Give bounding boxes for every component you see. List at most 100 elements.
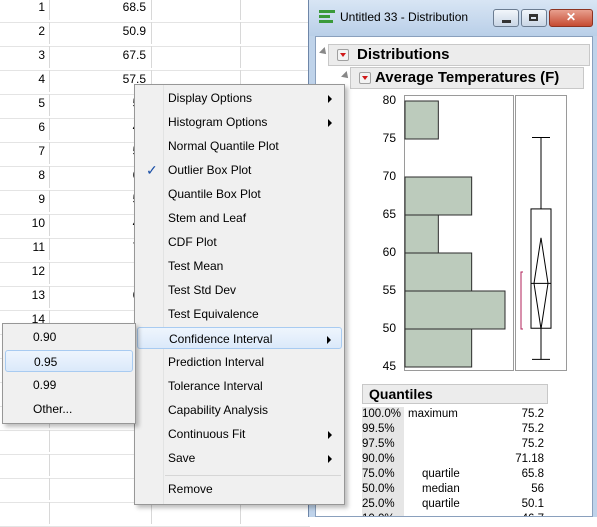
quantile-value: 75.2	[521, 438, 544, 450]
row-number	[0, 430, 50, 452]
menu-item-remove[interactable]: Remove	[137, 478, 342, 500]
quantile-label: maximum	[408, 408, 458, 420]
menu-item-label: Stem and Leaf	[168, 211, 247, 225]
submenu-item-0-90[interactable]: 0.90	[5, 326, 133, 348]
box-plot[interactable]	[515, 95, 567, 371]
quantile-row: 100.0% maximum 75.2	[362, 407, 592, 422]
empty-cell[interactable]	[152, 46, 241, 68]
y-tick-label: 50	[382, 321, 396, 335]
quantile-row: 75.0% quartile 65.8	[362, 467, 592, 482]
menu-separator	[165, 475, 341, 476]
menu-item-save[interactable]: Save	[137, 447, 342, 469]
quantile-percent: 100.0%	[362, 407, 404, 422]
submenu-arrow-icon	[327, 336, 331, 344]
y-tick-label: 80	[382, 93, 396, 107]
menu-item-test-mean[interactable]: Test Mean	[137, 255, 342, 277]
row-number: 1	[0, 0, 50, 20]
menu-item-label: Prediction Interval	[168, 355, 265, 369]
menu-item-test-std-dev[interactable]: Test Std Dev	[137, 279, 342, 301]
empty-cell[interactable]	[50, 502, 152, 524]
window-titlebar[interactable]: Untitled 33 - Distribution ✕	[309, 0, 597, 36]
temperature-cell[interactable]: 67.5	[50, 46, 152, 68]
quantile-row: 50.0% median 56	[362, 482, 592, 497]
quantile-percent: 99.5%	[362, 422, 404, 437]
menu-item-stem-and-leaf[interactable]: Stem and Leaf	[137, 207, 342, 229]
menu-item-label: Display Options	[168, 91, 253, 105]
submenu-item-other[interactable]: Other...	[5, 398, 133, 420]
row-number: 7	[0, 142, 50, 164]
y-tick-label: 55	[382, 283, 396, 297]
quantile-percent: 97.5%	[362, 437, 404, 452]
row-number: 12	[0, 262, 50, 284]
y-tick-label: 65	[382, 207, 396, 221]
quantile-row: 99.5% 75.2	[362, 422, 592, 437]
red-triangle-menu-icon[interactable]	[359, 72, 371, 84]
menu-item-histogram-options[interactable]: Histogram Options	[137, 111, 342, 133]
empty-cell[interactable]	[152, 22, 241, 44]
menu-item-label: Remove	[168, 482, 213, 496]
menu-item-test-equivalence[interactable]: Test Equivalence	[137, 303, 342, 325]
confidence-interval-submenu: 0.90 0.95 0.99 Other...	[2, 323, 136, 424]
quantiles-table: 100.0% maximum 75.2 99.5% 75.2 97.5% 75.2 90.0%…	[362, 407, 592, 516]
close-icon[interactable]: ✕	[549, 9, 593, 27]
temperature-cell[interactable]: 57.5	[50, 70, 152, 92]
table-row[interactable]: 1 68.5	[0, 0, 310, 23]
quantile-value: 50.1	[521, 498, 544, 510]
quantile-value: 56	[531, 483, 544, 495]
menu-item-quantile-box-plot[interactable]: Quantile Box Plot	[137, 183, 342, 205]
quantile-value: 71.18	[515, 453, 544, 465]
menu-item-display-options[interactable]: Display Options	[137, 87, 342, 109]
distributions-title: Distributions	[357, 46, 450, 63]
quantile-row: 25.0% quartile 50.1	[362, 497, 592, 512]
histogram-plot[interactable]	[404, 95, 514, 371]
temperature-cell[interactable]: 50.9	[50, 22, 152, 44]
y-tick-label: 70	[382, 169, 396, 183]
menu-item-outlier-box-plot[interactable]: ✓ Outlier Box Plot	[137, 159, 342, 181]
table-row[interactable]	[0, 502, 310, 527]
menu-item-label: Confidence Interval	[169, 332, 273, 346]
histogram-bar	[404, 252, 473, 292]
submenu-item-label: 0.99	[33, 378, 57, 392]
context-menu: Display Options Histogram Options Normal Q…	[134, 84, 345, 505]
histogram-bar	[404, 100, 439, 140]
window-title: Untitled 33 - Distribution	[340, 10, 469, 24]
red-triangle-menu-icon[interactable]	[337, 49, 349, 61]
menu-item-continuous-fit[interactable]: Continuous Fit	[137, 423, 342, 445]
minimize-icon[interactable]	[493, 9, 519, 27]
empty-cell[interactable]	[152, 502, 241, 524]
table-row[interactable]: 2 50.9	[0, 22, 310, 47]
temperature-cell[interactable]: 68.5	[50, 0, 152, 20]
menu-item-tolerance-interval[interactable]: Tolerance Interval	[137, 375, 342, 397]
menu-item-label: Test Mean	[168, 259, 224, 273]
menu-item-label: Capability Analysis	[168, 403, 269, 417]
report-icon	[319, 10, 335, 24]
menu-item-confidence-interval[interactable]: Confidence Interval	[137, 327, 342, 349]
row-number: 3	[0, 46, 50, 68]
quantile-percent: 75.0%	[362, 467, 404, 482]
menu-item-cdf-plot[interactable]: CDF Plot	[137, 231, 342, 253]
histogram-bar	[404, 328, 473, 368]
empty-cell[interactable]	[152, 0, 241, 20]
table-row[interactable]: 3 67.5	[0, 46, 310, 71]
quantile-row: 90.0% 71.18	[362, 452, 592, 467]
quantile-label: quartile	[422, 498, 460, 510]
quantile-percent: 10.0%	[362, 512, 404, 516]
row-number: 13	[0, 286, 50, 308]
menu-item-capability-analysis[interactable]: Capability Analysis	[137, 399, 342, 421]
submenu-item-0-99[interactable]: 0.99	[5, 374, 133, 396]
menu-item-label: Outlier Box Plot	[168, 163, 252, 177]
submenu-item-0-95[interactable]: 0.95	[5, 350, 133, 372]
empty-cell[interactable]	[152, 70, 241, 92]
histogram-bar	[404, 214, 439, 254]
quantile-label: quartile	[422, 468, 460, 480]
menu-item-label: Continuous Fit	[168, 427, 246, 441]
quantile-label: median	[422, 483, 460, 495]
row-number: 6	[0, 118, 50, 140]
quantile-value: 65.8	[521, 468, 544, 480]
row-number: 5	[0, 94, 50, 116]
maximize-icon[interactable]	[521, 9, 547, 27]
quantile-value: 75.2	[521, 408, 544, 420]
y-tick-label: 75	[382, 131, 396, 145]
menu-item-normal-quantile-plot[interactable]: Normal Quantile Plot	[137, 135, 342, 157]
menu-item-prediction-interval[interactable]: Prediction Interval	[137, 351, 342, 373]
